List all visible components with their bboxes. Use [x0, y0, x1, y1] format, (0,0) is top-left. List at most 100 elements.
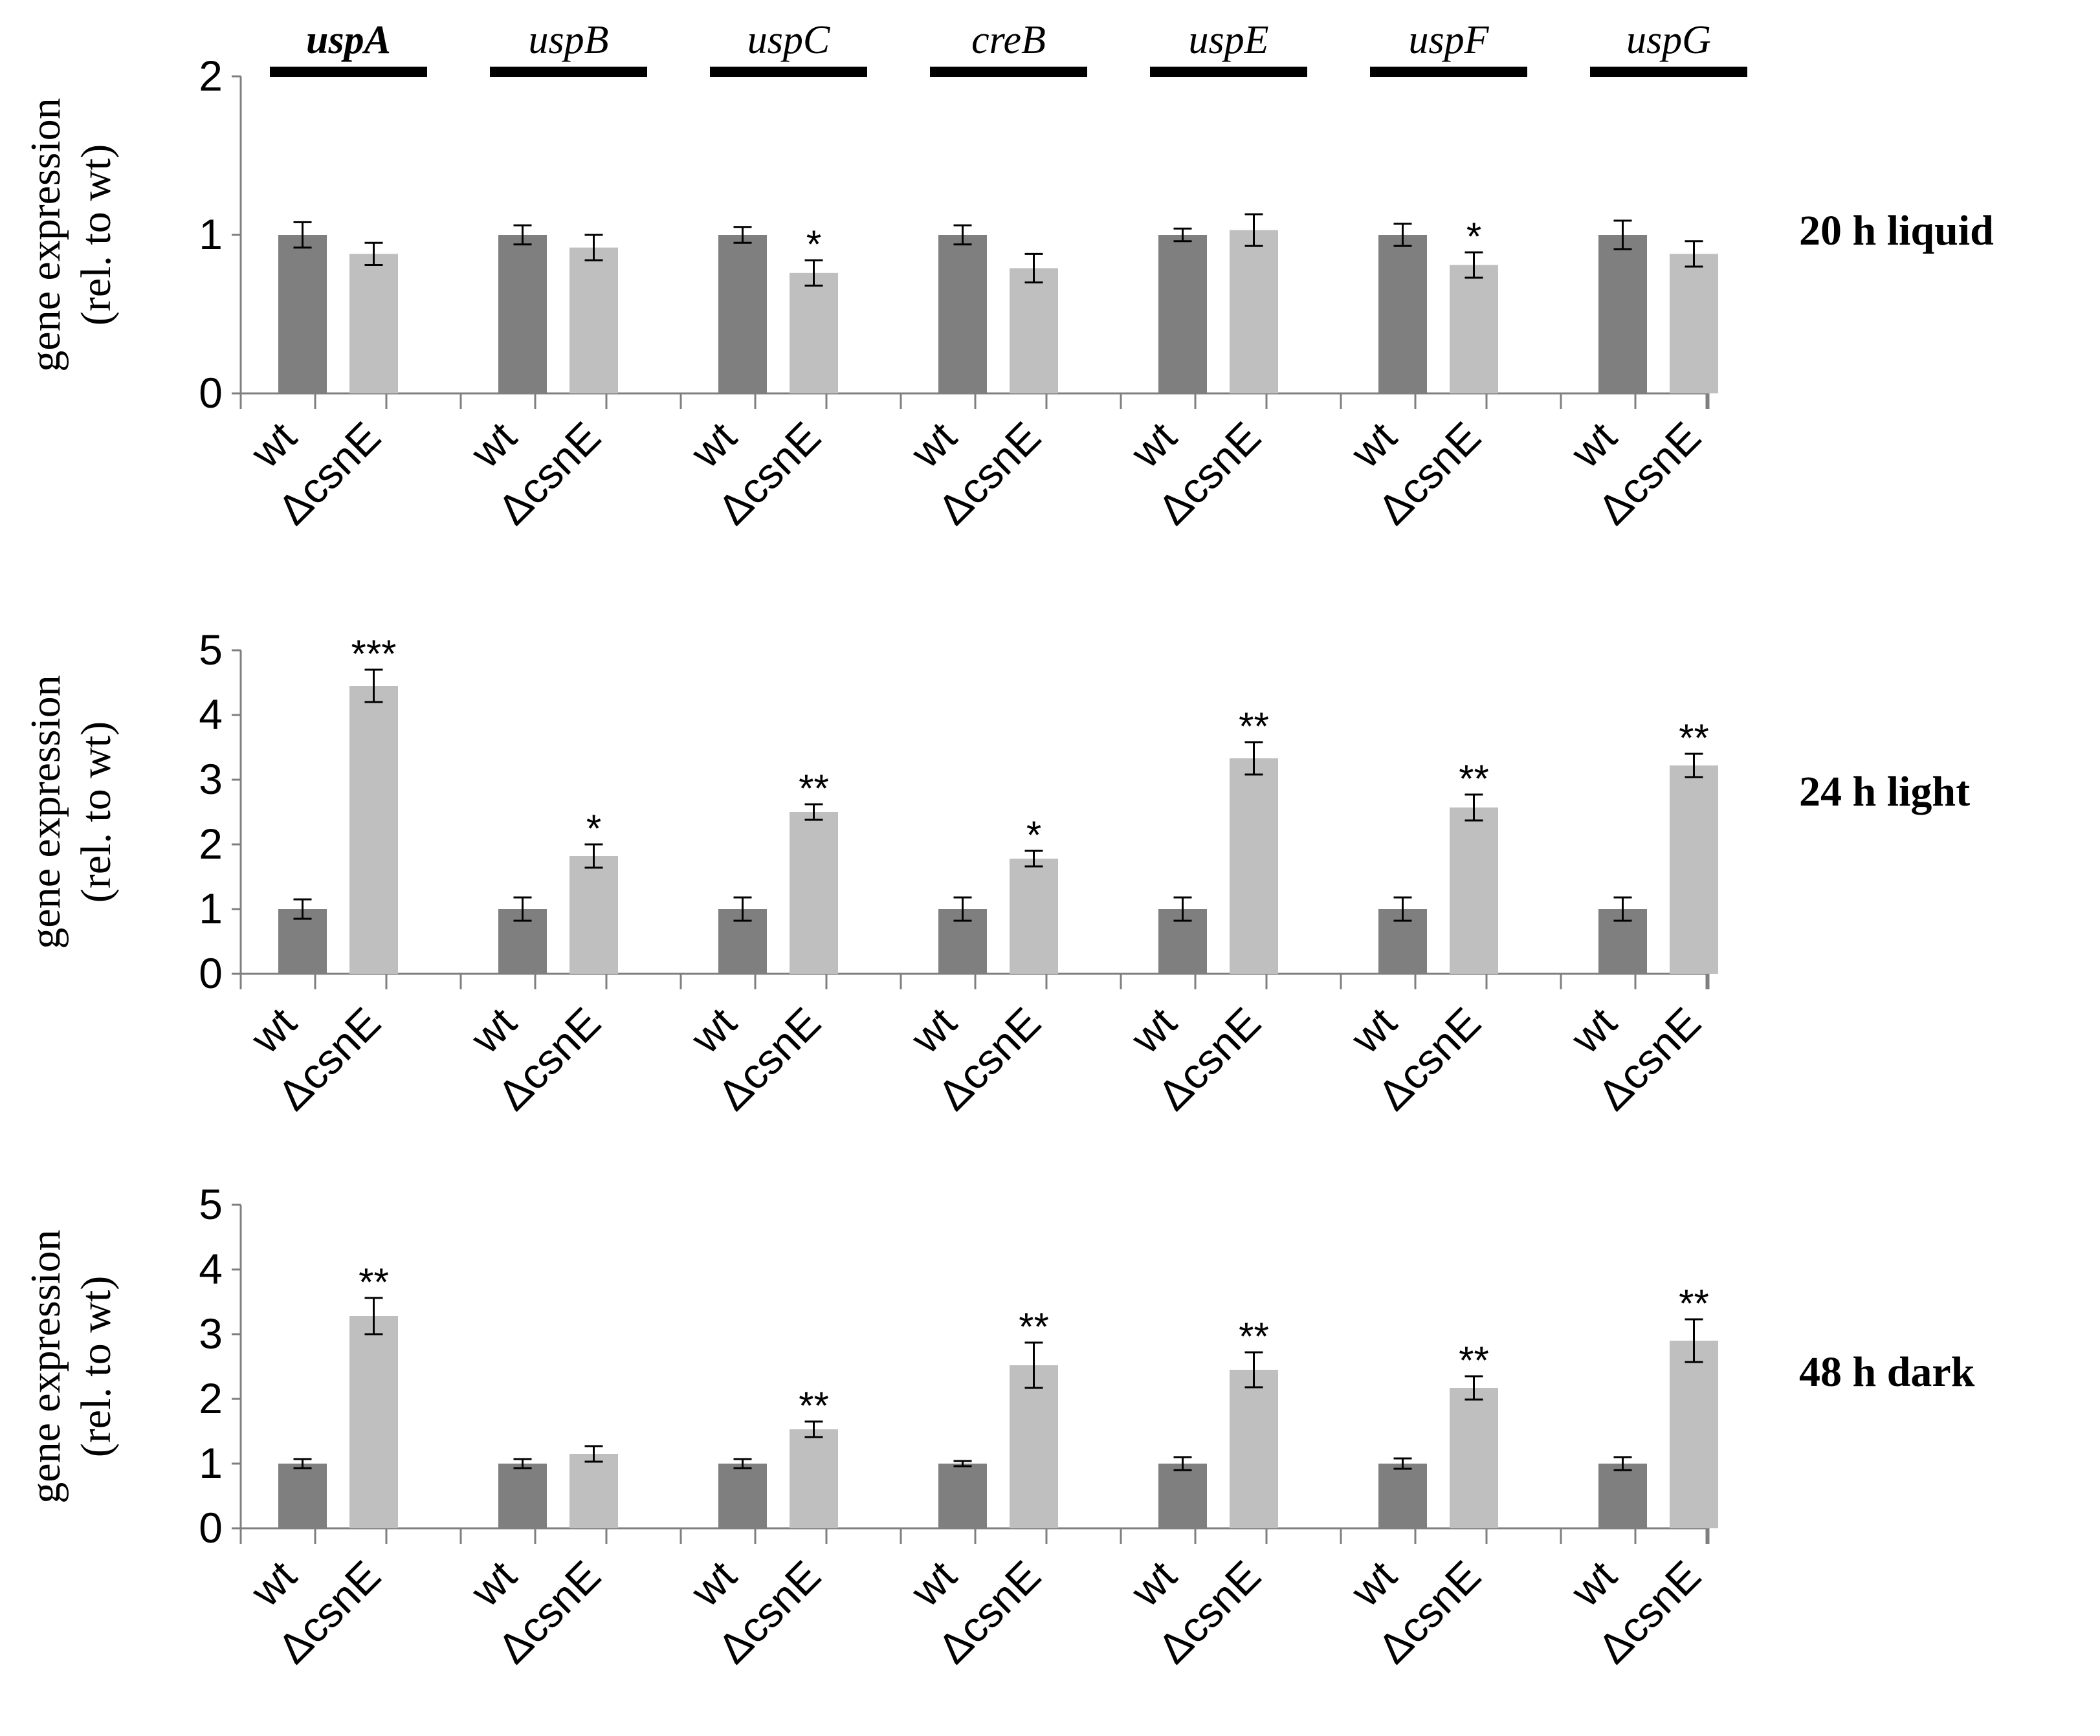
x-label-wt: wt	[901, 413, 966, 478]
y-tick-label: 0	[199, 1504, 223, 1552]
x-label-wt: wt	[681, 998, 746, 1063]
significance-label: **	[1679, 1282, 1709, 1325]
bar-csnE-uspF	[1450, 265, 1498, 393]
significance-label: **	[359, 1260, 389, 1304]
gene-label-uspE: uspE	[1189, 18, 1269, 62]
x-label-wt: wt	[1561, 413, 1626, 478]
panel-label: 20 h liquid	[1799, 207, 1994, 254]
significance-label: *	[586, 807, 601, 850]
gene-label-uspB: uspB	[529, 18, 609, 62]
significance-label: **	[1459, 757, 1489, 800]
x-label-wt: wt	[461, 413, 525, 478]
y-tick-label: 4	[199, 690, 223, 738]
bar-csnE-creB	[1010, 268, 1058, 393]
y-axis-title-units: (rel. to wt)	[72, 1276, 120, 1457]
bar-wt-uspA	[278, 909, 327, 974]
bar-csnE-uspE	[1230, 758, 1278, 974]
y-tick-label: 3	[199, 1310, 223, 1357]
significance-label: **	[1459, 1339, 1489, 1382]
x-label-wt: wt	[1121, 1552, 1186, 1616]
y-tick-label: 1	[199, 884, 223, 932]
bar-csnE-uspB	[569, 1454, 618, 1528]
gene-label-uspF: uspF	[1409, 18, 1490, 62]
x-label-wt: wt	[1561, 998, 1626, 1063]
bar-wt-uspG	[1598, 235, 1647, 393]
significance-label: *	[1026, 813, 1041, 857]
y-tick-label: 2	[199, 820, 223, 868]
y-tick-label: 5	[199, 1180, 223, 1228]
significance-label: **	[1679, 716, 1709, 760]
x-label-wt: wt	[1121, 413, 1186, 478]
y-tick-label: 2	[199, 52, 223, 100]
significance-label: **	[1239, 705, 1269, 748]
bar-wt-creB	[938, 235, 987, 393]
y-axis-title: gene expression	[22, 675, 69, 949]
y-tick-label: 5	[199, 626, 223, 674]
significance-label: **	[1239, 1315, 1269, 1358]
bar-csnE-uspF	[1450, 1388, 1498, 1528]
bar-wt-uspA	[278, 1464, 327, 1528]
significance-label: ***	[351, 632, 396, 676]
bar-wt-uspB	[498, 1464, 547, 1528]
significance-label: **	[799, 767, 829, 810]
y-tick-label: 4	[199, 1245, 223, 1293]
x-label-wt: wt	[241, 413, 305, 478]
y-axis-title-units: (rel. to wt)	[72, 144, 120, 325]
x-label-wt: wt	[1121, 998, 1186, 1063]
bar-wt-creB	[938, 1464, 987, 1528]
bar-csnE-creB	[1010, 1365, 1058, 1528]
x-label-wt: wt	[241, 998, 305, 1063]
significance-label: *	[1466, 215, 1481, 258]
x-label-wt: wt	[1341, 1552, 1406, 1616]
bar-csnE-uspC	[790, 812, 838, 974]
y-axis-title: gene expression	[22, 1229, 69, 1503]
x-label-wt: wt	[901, 1552, 966, 1616]
y-tick-label: 2	[199, 1374, 223, 1422]
x-label-wt: wt	[1341, 998, 1406, 1063]
x-label-wt: wt	[241, 1552, 305, 1616]
bar-csnE-uspB	[569, 247, 618, 393]
bar-wt-uspC	[718, 235, 767, 393]
bar-csnE-uspA	[349, 686, 398, 974]
significance-label: **	[799, 1384, 829, 1427]
bar-csnE-uspA	[349, 254, 398, 393]
bar-wt-uspB	[498, 235, 547, 393]
bar-csnE-creB	[1010, 859, 1058, 974]
gene-label-creB: creB	[971, 18, 1046, 62]
bar-wt-uspF	[1378, 235, 1427, 393]
x-label-wt: wt	[1341, 413, 1406, 478]
bar-wt-uspA	[278, 235, 327, 393]
panel-label: 24 h light	[1799, 768, 1970, 815]
bar-csnE-uspC	[790, 272, 838, 393]
significance-label: *	[806, 223, 821, 266]
bar-csnE-uspF	[1450, 808, 1498, 974]
bar-wt-uspE	[1158, 1464, 1207, 1528]
bar-wt-uspC	[718, 1464, 767, 1528]
bar-csnE-uspC	[790, 1429, 838, 1528]
bar-csnE-uspE	[1230, 1370, 1278, 1528]
bar-csnE-uspB	[569, 856, 618, 974]
x-label-wt: wt	[681, 413, 746, 478]
y-tick-label: 1	[199, 210, 223, 258]
y-tick-label: 0	[199, 369, 223, 417]
y-tick-label: 0	[199, 949, 223, 997]
bar-wt-uspE	[1158, 235, 1207, 393]
bar-csnE-uspE	[1230, 230, 1278, 393]
bar-csnE-uspA	[349, 1316, 398, 1528]
bar-csnE-uspG	[1670, 765, 1718, 974]
bar-csnE-uspG	[1670, 254, 1718, 393]
bar-csnE-uspG	[1670, 1341, 1718, 1528]
gene-label-uspA: uspA	[306, 18, 391, 62]
x-label-wt: wt	[901, 998, 966, 1063]
y-tick-label: 1	[199, 1439, 223, 1487]
gene-label-uspC: uspC	[747, 18, 830, 62]
y-axis-title: gene expression	[22, 98, 69, 371]
bar-wt-uspG	[1598, 1464, 1647, 1528]
bar-wt-uspF	[1378, 1464, 1427, 1528]
y-axis-title-units: (rel. to wt)	[72, 721, 120, 903]
significance-label: **	[1019, 1305, 1049, 1348]
gene-label-uspG: uspG	[1626, 18, 1711, 62]
